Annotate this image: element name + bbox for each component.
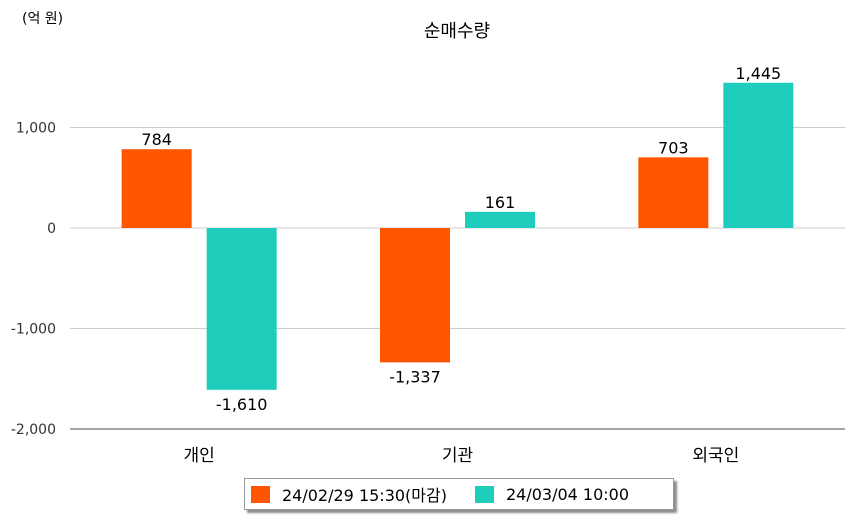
bar-series-2 — [723, 82, 794, 228]
bar-series-1 — [380, 228, 450, 363]
y-tick-label: -2,000 — [11, 422, 56, 438]
legend: 24/02/29 15:30(마감) 24/03/04 10:00 — [244, 478, 674, 510]
bar-series-1 — [121, 149, 192, 228]
y-tick-label: -1,000 — [11, 322, 56, 338]
y-axis-ticks: 1,000 0 -1,000 -2,000 — [11, 121, 56, 439]
gridlines — [70, 127, 845, 430]
bar-series-2 — [465, 211, 535, 228]
unit-label: (억 원) — [22, 11, 63, 27]
x-tick-label: 외국인 — [692, 446, 739, 466]
legend-label-series-1: 24/02/29 15:30(마감) — [282, 486, 447, 505]
legend-item-series-1[interactable]: 24/02/29 15:30(마감) — [251, 482, 447, 506]
y-tick-label: 0 — [47, 221, 56, 237]
data-label: 161 — [485, 193, 516, 212]
legend-swatch-series-2 — [474, 485, 494, 503]
bar-series-1 — [638, 157, 709, 228]
legend-label-series-2: 24/03/04 10:00 — [505, 484, 630, 504]
data-label: 1,445 — [735, 64, 781, 83]
data-label: -1,610 — [216, 395, 268, 414]
y-tick-label: 1,000 — [16, 121, 56, 137]
chart-title: 순매수량 — [424, 21, 490, 42]
x-tick-label: 개인 — [184, 446, 215, 466]
data-label: -1,337 — [389, 367, 441, 386]
x-axis-ticks: 개인 기관 외국인 — [184, 446, 740, 466]
data-labels: 784 -1,610 -1,337 161 703 1,445 — [141, 64, 781, 414]
legend-swatch-series-1 — [251, 485, 270, 503]
legend-item-series-2[interactable]: 24/03/04 10:00 — [474, 484, 630, 504]
x-tick-label: 기관 — [442, 446, 473, 466]
bar-series-2 — [206, 228, 277, 390]
data-label: 784 — [141, 130, 172, 149]
data-label: 703 — [658, 138, 689, 157]
bars — [121, 82, 794, 390]
